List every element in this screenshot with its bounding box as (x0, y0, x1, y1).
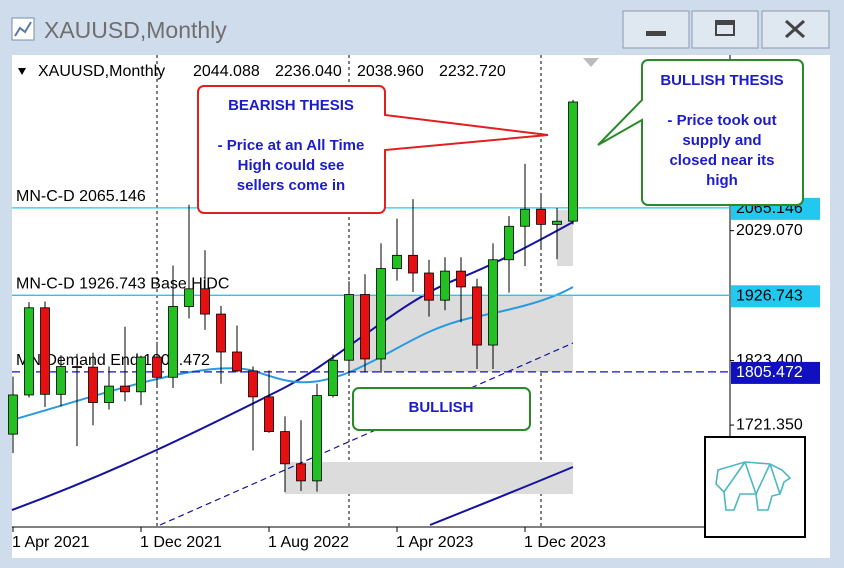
candle-body (296, 463, 306, 482)
y-tick-label: 2029.070 (736, 222, 803, 239)
candle-body (504, 225, 514, 261)
scroll-marker (583, 58, 599, 67)
callout-line: - Price took out (667, 112, 776, 129)
candle-body (232, 351, 242, 372)
candle-body (8, 394, 18, 435)
candle-body (168, 306, 178, 378)
zones (285, 210, 573, 494)
level-price-label: 1805.472 (736, 364, 803, 381)
callout-line: closed near its (669, 152, 774, 169)
callout-line: sellers come in (237, 177, 345, 194)
x-tick-label: 1 Aug 2022 (268, 534, 349, 551)
x-tick-label: 1 Dec 2021 (140, 534, 222, 551)
callout-line: supply and (682, 132, 761, 149)
close-button[interactable] (761, 10, 830, 49)
candle-body (360, 294, 370, 360)
header-symbol: XAUUSD,Monthly (38, 63, 165, 80)
levels: MN-C-D 2065.146 MN-C-D 1926.743 Base HiDC… (12, 188, 730, 373)
callout-line: high (706, 172, 738, 189)
candle-body (568, 101, 578, 222)
header-open: 2044.088 (193, 63, 260, 80)
bullish-thesis-callout: BULLISH THESIS - Price took out supply a… (597, 59, 804, 206)
candle-body (520, 208, 530, 227)
candle-body (552, 220, 562, 225)
candle-body (120, 385, 130, 393)
callout-line: - Price at an All Time (218, 137, 365, 154)
bear-logo (704, 436, 806, 538)
level-price-box (731, 285, 820, 308)
header-high: 2236.040 (275, 63, 342, 80)
level-name: MN-C-D 1926.743 Base HiDC (16, 276, 229, 293)
candle-body (136, 356, 146, 393)
candle-body (376, 268, 386, 360)
callout-title: BEARISH THESIS (228, 97, 354, 114)
candle-body (24, 307, 34, 396)
callout-line: High could see (238, 157, 345, 174)
x-tick-label: 1 Apr 2021 (12, 534, 90, 551)
y-tick-label: 1721.350 (736, 416, 803, 433)
candle-body (440, 270, 450, 301)
candle-body (456, 270, 466, 288)
app-icon (11, 17, 35, 41)
candle-body (312, 395, 322, 482)
candle-body (264, 396, 274, 432)
candle-body (488, 259, 498, 346)
header-close: 2232.720 (439, 63, 506, 80)
candle-body (472, 286, 482, 346)
candle-body (408, 254, 418, 274)
bullish-text: BULLISH (409, 399, 474, 416)
candle-body (88, 366, 98, 403)
candles (8, 99, 578, 493)
callout-title: BULLISH THESIS (660, 72, 783, 89)
candle-body (56, 366, 66, 395)
header-low: 2038.960 (357, 63, 424, 80)
maximize-button[interactable] (691, 10, 759, 49)
candle-body (216, 313, 226, 353)
x-tick-label: 1 Dec 2023 (524, 534, 606, 551)
level-price-box (731, 361, 820, 384)
x-tick-label: 1 Apr 2023 (396, 534, 474, 551)
candle-body (72, 366, 82, 368)
level-name: MN-C-D 2065.146 (16, 188, 146, 205)
minimize-button[interactable] (622, 10, 690, 49)
candle-body (344, 294, 354, 361)
candle-body (248, 370, 258, 398)
candle-body (200, 288, 210, 315)
candle-body (424, 272, 434, 301)
candle-body (280, 431, 290, 465)
window-title: XAUUSD,Monthly (44, 17, 227, 43)
bearish-callout: BEARISH THESIS - Price at an All Time Hi… (197, 85, 549, 214)
candle-body (184, 288, 194, 307)
candle-body (328, 359, 338, 396)
level-price-label: 1926.743 (736, 288, 803, 305)
candle-body (152, 356, 162, 378)
header-arrow (18, 68, 26, 75)
bullish-label: BULLISH (352, 387, 531, 431)
candle-body (536, 208, 546, 225)
candle-body (104, 385, 114, 403)
candle-body (392, 254, 402, 269)
candle-body (40, 307, 50, 395)
